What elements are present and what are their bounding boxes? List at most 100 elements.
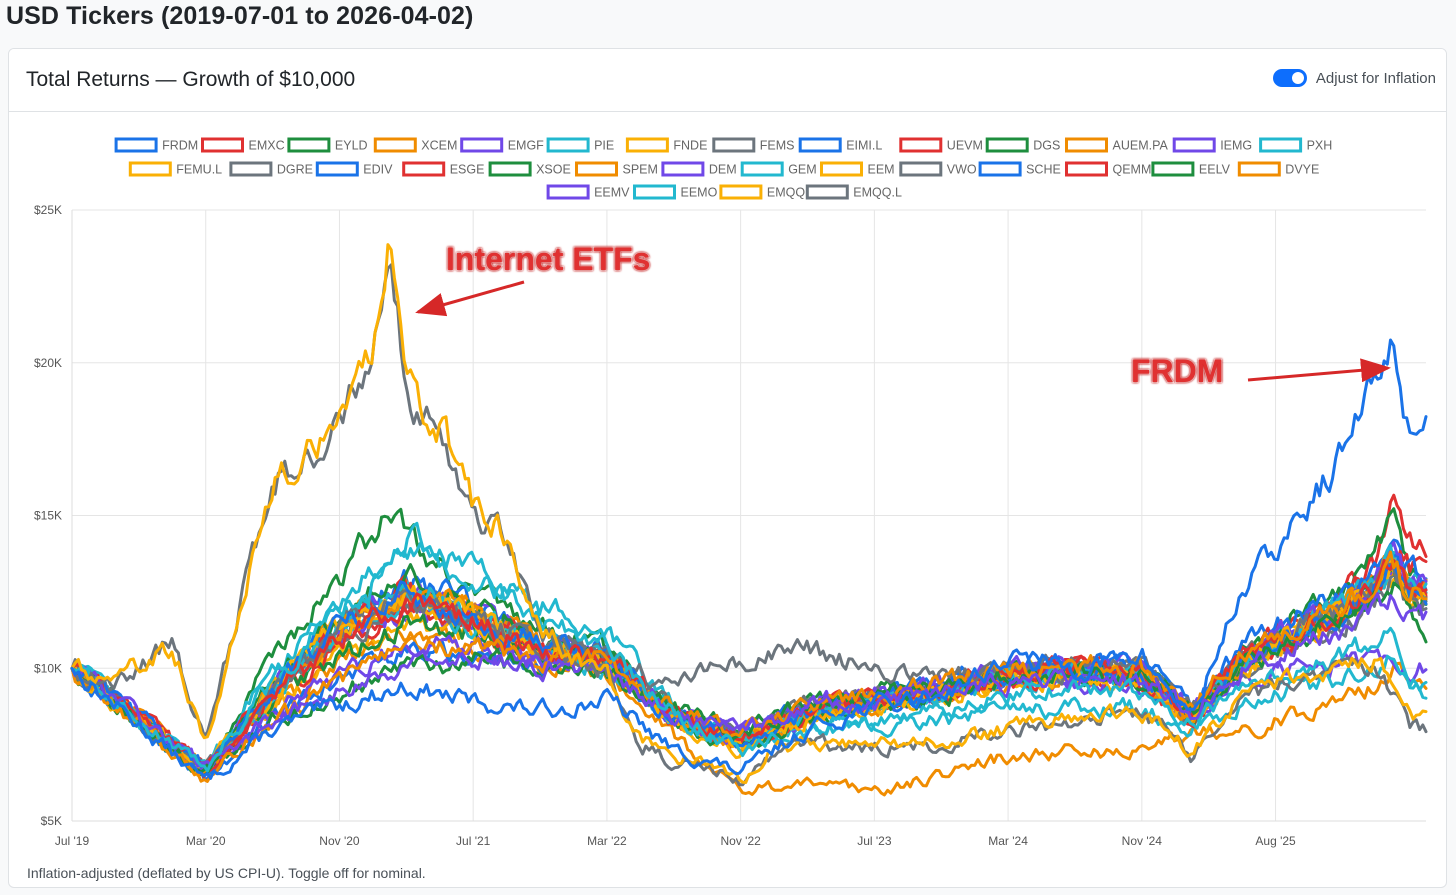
- page-title: USD Tickers (2019-07-01 to 2026-04-02): [6, 2, 474, 30]
- inflation-toggle-wrapper[interactable]: Adjust for Inflation: [1272, 69, 1436, 87]
- legend-item: DGS: [985, 137, 1060, 153]
- legend-item: DGRE: [229, 161, 313, 177]
- legend-item: SCHE: [978, 161, 1061, 177]
- legend-item: QEMM: [1065, 161, 1152, 177]
- legend-swatch: [633, 184, 676, 200]
- legend-item: EEMV: [546, 184, 630, 200]
- card-title: Total Returns — Growth of $10,000: [26, 68, 356, 91]
- legend-item: EDIV: [315, 161, 393, 177]
- legend-item: FRDM: [114, 137, 198, 153]
- x-tick-label: Nov '24: [1122, 834, 1163, 848]
- legend-item: VWO: [899, 161, 977, 177]
- legend-label: PXH: [1307, 139, 1333, 153]
- legend-swatch: [1259, 137, 1303, 153]
- legend-swatch: [625, 137, 669, 153]
- legend-label: VWO: [947, 163, 977, 177]
- legend-item: EEMO: [633, 184, 718, 200]
- legend-label: AUEM.PA: [1113, 139, 1169, 153]
- legend-label: UEVM: [947, 139, 983, 153]
- legend-label: DGRE: [277, 163, 313, 177]
- legend-item: PIE: [546, 137, 614, 153]
- legend-label: EMXC: [249, 139, 285, 153]
- legend-label: SPEM: [623, 163, 658, 177]
- legend-item: IEMG: [1172, 137, 1252, 153]
- legend-swatch: [805, 184, 849, 200]
- legend-swatch: [128, 161, 172, 177]
- legend-swatch: [719, 184, 763, 200]
- y-tick-label: $5K: [41, 814, 62, 828]
- x-tick-label: Nov '22: [720, 834, 761, 848]
- legend-label: EEM: [868, 163, 895, 177]
- legend-swatch: [575, 161, 618, 177]
- x-tick-label: Aug '25: [1255, 834, 1296, 848]
- legend-swatch: [402, 161, 446, 177]
- legend-label: EIMI.L: [846, 139, 882, 153]
- legend-swatch: [373, 137, 417, 153]
- annotation-label: FRDM: [1131, 353, 1223, 389]
- chart-legend: FRDM EMXC EYLD XCEM EMGF PIE FNDE FEMS EIMI.L UEV…: [114, 137, 1333, 200]
- x-tick-label: Jul '21: [456, 834, 491, 848]
- legend-swatch: [899, 137, 943, 153]
- legend-swatch: [1065, 137, 1108, 153]
- y-tick-label: $20K: [34, 356, 62, 370]
- legend-label: EMGF: [508, 139, 544, 153]
- legend-item: DVYE: [1237, 161, 1319, 177]
- legend-label: SCHE: [1026, 163, 1061, 177]
- legend-swatch: [287, 137, 331, 153]
- inflation-toggle-label[interactable]: Adjust for Inflation: [1315, 69, 1436, 87]
- legend-label: FRDM: [162, 139, 198, 153]
- legend-item: ESGE: [402, 161, 485, 177]
- legend-swatch: [899, 161, 943, 177]
- inflation-toggle[interactable]: [1272, 69, 1307, 87]
- legend-item: FEMU.L: [128, 161, 222, 177]
- legend-swatch: [488, 161, 532, 177]
- legend-label: DGS: [1033, 139, 1060, 153]
- chart-grid: [71, 209, 1426, 822]
- legend-swatch: [661, 161, 705, 177]
- toggle-knob: [1291, 72, 1304, 84]
- legend-label: IEMG: [1220, 139, 1252, 153]
- legend-label: EMQQ.L: [853, 186, 902, 200]
- legend-item: EIMI.L: [798, 137, 882, 153]
- y-tick-label: $25K: [34, 203, 62, 217]
- legend-swatch: [820, 161, 863, 177]
- legend-label: GEM: [788, 163, 816, 177]
- legend-item: EMGF: [460, 137, 544, 153]
- y-axis: $5K $10K $15K $20K $25K: [34, 203, 62, 828]
- x-tick-label: Mar '24: [988, 834, 1028, 848]
- y-tick-label: $15K: [34, 509, 62, 523]
- legend-swatch: [201, 137, 244, 153]
- legend-swatch: [460, 137, 504, 153]
- legend-swatch: [114, 137, 158, 153]
- legend-swatch: [315, 161, 359, 177]
- x-axis: Jul '19 Mar '20 Nov '20 Jul '21 Mar '22 Nov '…: [55, 834, 1296, 848]
- y-tick-label: $10K: [34, 661, 62, 675]
- legend-swatch: [740, 161, 784, 177]
- annotation-arrow: [415, 280, 525, 317]
- legend-item: FEMS: [712, 137, 795, 153]
- legend-item: EMQQ.L: [805, 184, 902, 200]
- series-line-eemo: [70, 542, 1428, 773]
- legend-swatch: [229, 161, 273, 177]
- legend-label: QEMM: [1113, 163, 1152, 177]
- legend-item: EMXC: [201, 137, 285, 153]
- chart-footnote: Inflation-adjusted (deflated by US CPI-U…: [27, 865, 426, 881]
- x-tick-label: Jul '19: [55, 834, 90, 848]
- legend-swatch: [1065, 161, 1108, 177]
- legend-item: XSOE: [488, 161, 571, 177]
- legend-label: EMQQ: [767, 186, 805, 200]
- legend-label: DVYE: [1285, 163, 1319, 177]
- legend-label: FEMS: [760, 139, 795, 153]
- legend-swatch: [546, 184, 590, 200]
- legend-swatch: [1237, 161, 1281, 177]
- legend-item: XCEM: [373, 137, 457, 153]
- legend-label: ESGE: [450, 163, 485, 177]
- series-line-emqq: [70, 243, 1428, 784]
- legend-swatch: [798, 137, 842, 153]
- legend-label: PIE: [594, 139, 614, 153]
- legend-swatch: [546, 137, 590, 153]
- legend-item: EYLD: [287, 137, 368, 153]
- legend-label: FEMU.L: [176, 163, 222, 177]
- legend-item: AUEM.PA: [1065, 137, 1169, 153]
